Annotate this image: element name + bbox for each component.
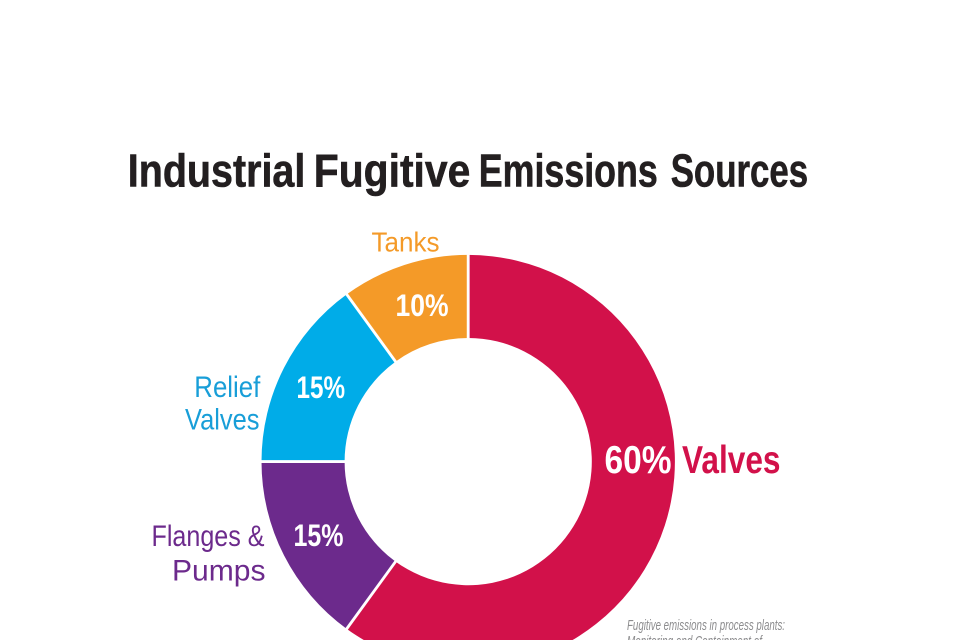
svg-text:Tanks: Tanks — [372, 227, 440, 258]
svg-text:Emissions: Emissions — [479, 145, 658, 197]
svg-text:Fugitive: Fugitive — [314, 145, 471, 197]
svg-text:Fugitive emissions in process: Fugitive emissions in process plants: — [627, 618, 785, 634]
svg-text:Flanges &: Flanges & — [152, 520, 265, 553]
svg-text:15%: 15% — [294, 517, 344, 553]
svg-text:Relief: Relief — [194, 371, 261, 404]
svg-text:15%: 15% — [297, 369, 346, 405]
svg-text:Valves: Valves — [185, 404, 260, 437]
svg-text:Pumps: Pumps — [172, 555, 266, 588]
svg-text:60%: 60% — [605, 439, 672, 482]
svg-text:Monitoring and Containment of: Monitoring and Containment of — [627, 634, 763, 640]
svg-text:Industrial: Industrial — [128, 145, 305, 197]
svg-text:Sources: Sources — [671, 145, 809, 197]
svg-text:Valves: Valves — [682, 439, 781, 482]
svg-text:10%: 10% — [396, 287, 449, 323]
